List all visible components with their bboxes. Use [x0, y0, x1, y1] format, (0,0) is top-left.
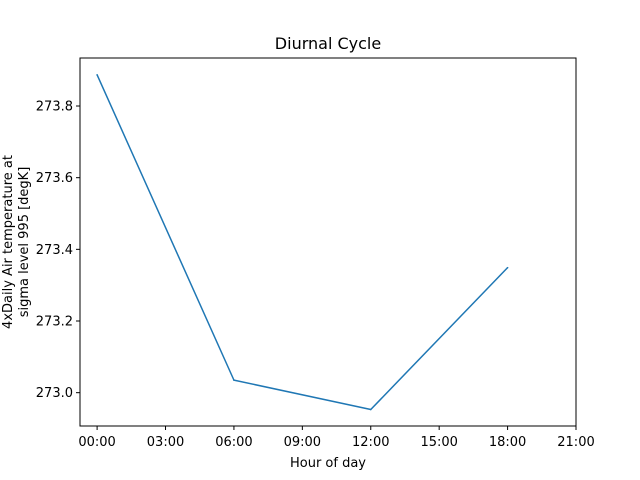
y-axis-label-line-2: sigma level 995 [degK] — [17, 167, 32, 318]
series-line-0 — [96, 74, 509, 411]
x-axis-label: Hour of day — [290, 456, 366, 471]
x-tick-label: 21:00 — [557, 435, 594, 450]
x-tick-label: 09:00 — [284, 435, 321, 450]
data-point — [369, 408, 372, 411]
y-axis-label-line-1: 4xDaily Air temperature at — [1, 155, 16, 329]
y-axis-ticks: 273.0 273.2 273.4 273.6 273.8 — [36, 100, 80, 401]
x-axis-ticks: 00:00 03:00 06:00 09:00 12:00 15:00 18:00 21:00 — [78, 426, 595, 450]
plot-layer — [96, 74, 509, 411]
data-point — [233, 379, 235, 381]
chart-title: Diurnal Cycle — [275, 34, 381, 53]
y-tick-label: 273.8 — [36, 100, 73, 115]
y-tick-label: 273.2 — [36, 315, 73, 330]
data-point — [96, 74, 98, 76]
x-tick-label: 12:00 — [352, 435, 389, 450]
x-tick-label: 03:00 — [147, 435, 184, 450]
axes-frame — [79, 57, 577, 427]
x-tick-label: 15:00 — [420, 435, 457, 450]
data-point — [506, 266, 509, 269]
y-tick-label: 273.6 — [36, 171, 73, 186]
y-tick-label: 273.4 — [36, 243, 73, 258]
x-tick-label: 06:00 — [215, 435, 252, 450]
y-tick-label: 273.0 — [36, 386, 73, 401]
x-tick-label: 18:00 — [489, 435, 526, 450]
x-tick-label: 00:00 — [78, 435, 115, 450]
y-axis-label: 4xDaily Air temperature at sigma level 9… — [1, 155, 32, 329]
